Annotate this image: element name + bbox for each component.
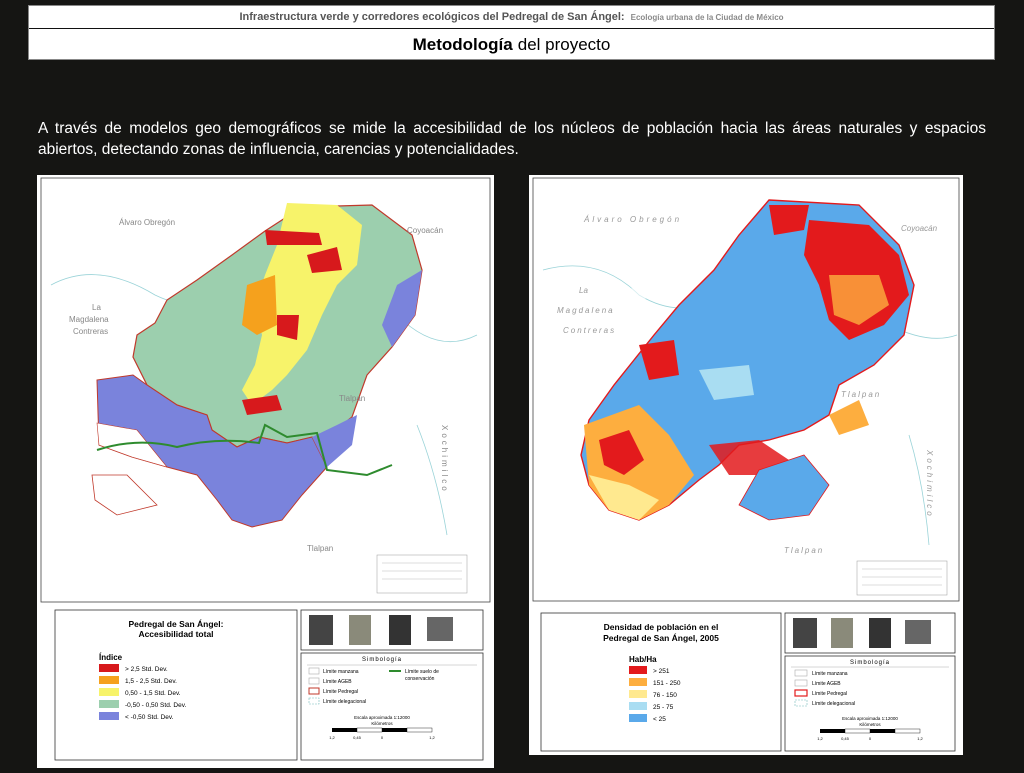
accesibilidad-areas xyxy=(91,203,423,528)
map2-place-tlalpan: Tlalpan xyxy=(841,390,881,399)
map1-logo-4 xyxy=(427,617,453,641)
map1-place-magdalena: Magdalena xyxy=(69,315,109,324)
map2-scale-tick-0: 1,2 xyxy=(817,736,823,741)
map2-legend-title: Hab/Ha xyxy=(629,655,657,664)
map1-simbologia-0: Límite manzana xyxy=(323,669,359,675)
slide-header: Infraestructura verde y corredores ecoló… xyxy=(28,5,995,60)
map2-logo-2 xyxy=(831,618,853,648)
map-densidad-svg: Álvaro Obregón Coyoacán La Magdalena Con… xyxy=(532,177,960,752)
map1-place-coyoacan: Coyoacán xyxy=(407,226,443,235)
header-top-bar: Infraestructura verde y corredores ecoló… xyxy=(29,6,994,29)
map2-scale-tick-2: 0 xyxy=(869,736,872,741)
header-title: Infraestructura verde y corredores ecoló… xyxy=(239,11,625,23)
map1-legend-swatch-1 xyxy=(99,676,119,684)
header-subtitle: Ecología urbana de la Ciudad de México xyxy=(630,12,784,22)
heading-rest: del proyecto xyxy=(517,35,611,54)
map2-place-coyoacan: Coyoacán xyxy=(901,224,938,233)
map2-legend-swatch-3 xyxy=(629,702,647,710)
map2-simbologia-2: Límite Pedregal xyxy=(812,691,847,697)
map-densidad: Álvaro Obregón Coyoacán La Magdalena Con… xyxy=(529,175,963,755)
map1-scale-unit: Kilómetros xyxy=(371,721,393,726)
map2-legend-swatch-4 xyxy=(629,714,647,722)
map1-legend-swatch-4 xyxy=(99,712,119,720)
map1-legend-label-2: 0,50 - 1,5 Std. Dev. xyxy=(125,690,181,697)
map1-simbologia-title: Simbología xyxy=(362,657,402,663)
map1-simbologia-3: Límite delegacional xyxy=(323,699,366,705)
map2-simbologia-0: Límite manzana xyxy=(812,671,848,677)
map2-title-line1: Densidad de población en el xyxy=(604,622,719,632)
map2-simbologia-3: Límite delegacional xyxy=(812,701,855,707)
map1-scale-tick-3: 1,2 xyxy=(429,735,435,740)
map1-simbologia-2: Límite Pedregal xyxy=(323,689,358,695)
map2-logo-3 xyxy=(869,618,891,648)
map1-logo-2 xyxy=(349,615,371,645)
map2-legend-label-2: 76 - 150 xyxy=(653,692,677,699)
map1-logo-1 xyxy=(309,615,333,645)
map1-legend-swatch-3 xyxy=(99,700,119,708)
map2-legend-label-0: > 251 xyxy=(653,668,670,675)
map1-place-la: La xyxy=(92,303,101,312)
map1-place-xochimilco: Xochimilco xyxy=(440,425,449,494)
map2-legend-swatch-0 xyxy=(629,666,647,674)
map1-legend-swatch-0 xyxy=(99,664,119,672)
densidad-areas xyxy=(580,199,915,521)
map1-simbologia-extra-0: Límite suelo de xyxy=(405,669,439,675)
map1-legend-title: Índice xyxy=(99,653,123,662)
map2-legend-label-1: 151 - 250 xyxy=(653,680,681,687)
map1-title-line2: Accesibilidad total xyxy=(138,629,213,639)
map1-logo-3 xyxy=(389,615,411,645)
slide-heading: Metodología del proyecto xyxy=(29,29,994,61)
map2-logo-1 xyxy=(793,618,817,648)
map2-scale-tick-1: 0,45 xyxy=(841,736,850,741)
map1-title-line1: Pedregal de San Ángel: xyxy=(129,619,224,629)
map2-simbologia-1: Límite AGEB xyxy=(812,681,841,687)
map1-scale-label: Escala aproximada 1:12000 xyxy=(354,715,410,720)
map2-place-alvaro-obregon: Álvaro Obregón xyxy=(583,215,682,224)
map2-logo-4 xyxy=(905,620,931,644)
map2-scale-tick-3: 1,2 xyxy=(917,736,923,741)
map1-legend-label-4: < -0,50 Std. Dev. xyxy=(125,714,174,721)
map1-place-contreras: Contreras xyxy=(73,327,108,336)
heading-bold: Metodología xyxy=(412,35,513,54)
map1-place-tlalpan: Tlalpan xyxy=(339,394,365,403)
map1-place-alvaro-obregon: Álvaro Obregón xyxy=(119,218,175,227)
map2-legend-swatch-1 xyxy=(629,678,647,686)
map-accesibilidad-svg: Álvaro Obregón Coyoacán La Magdalena Con… xyxy=(40,177,491,761)
map1-simbologia-1: Límite AGEB xyxy=(323,679,352,685)
map1-scale-tick-1: 0,45 xyxy=(353,735,362,740)
map1-legend-label-1: 1,5 - 2,5 Std. Dev. xyxy=(125,678,177,685)
map2-scale-unit: Kilómetros xyxy=(859,722,881,727)
map1-scale-tick-2: 0 xyxy=(381,735,384,740)
map-accesibilidad: Álvaro Obregón Coyoacán La Magdalena Con… xyxy=(37,175,494,768)
map2-place-la: La xyxy=(579,286,588,295)
map2-legend-label-4: < 25 xyxy=(653,716,666,723)
map2-simbologia-title: Simbología xyxy=(850,660,890,666)
map2-legend-label-3: 25 - 75 xyxy=(653,704,674,711)
map1-legend-swatch-2 xyxy=(99,688,119,696)
map2-place-tlalpan-south: Tlalpan xyxy=(784,546,824,555)
intro-paragraph: A través de modelos geo demográficos se … xyxy=(38,120,986,158)
map2-place-contreras: Contreras xyxy=(563,326,616,335)
map2-legend-swatch-2 xyxy=(629,690,647,698)
map2-scale-label: Escala aproximada 1:12000 xyxy=(842,716,898,721)
map1-place-tlalpan-south: Tlalpan xyxy=(307,544,333,553)
map2-legend-items: > 251 151 - 250 76 - 150 25 - 75 < 25 xyxy=(629,666,681,723)
map1-scale-tick-0: 1,2 xyxy=(329,735,335,740)
map2-place-xochimilco: Xochimilco xyxy=(925,449,934,519)
map1-simbologia-extra-1: conservación xyxy=(405,676,435,682)
map1-legend-items: > 2,5 Std. Dev. 1,5 - 2,5 Std. Dev. 0,50… xyxy=(99,664,186,721)
map1-legend-label-0: > 2,5 Std. Dev. xyxy=(125,666,168,673)
map1-legend-label-3: -0,50 - 0,50 Std. Dev. xyxy=(125,702,186,709)
map2-title-line2: Pedregal de San Ángel, 2005 xyxy=(603,633,719,643)
map2-place-magdalena: Magdalena xyxy=(557,306,615,315)
